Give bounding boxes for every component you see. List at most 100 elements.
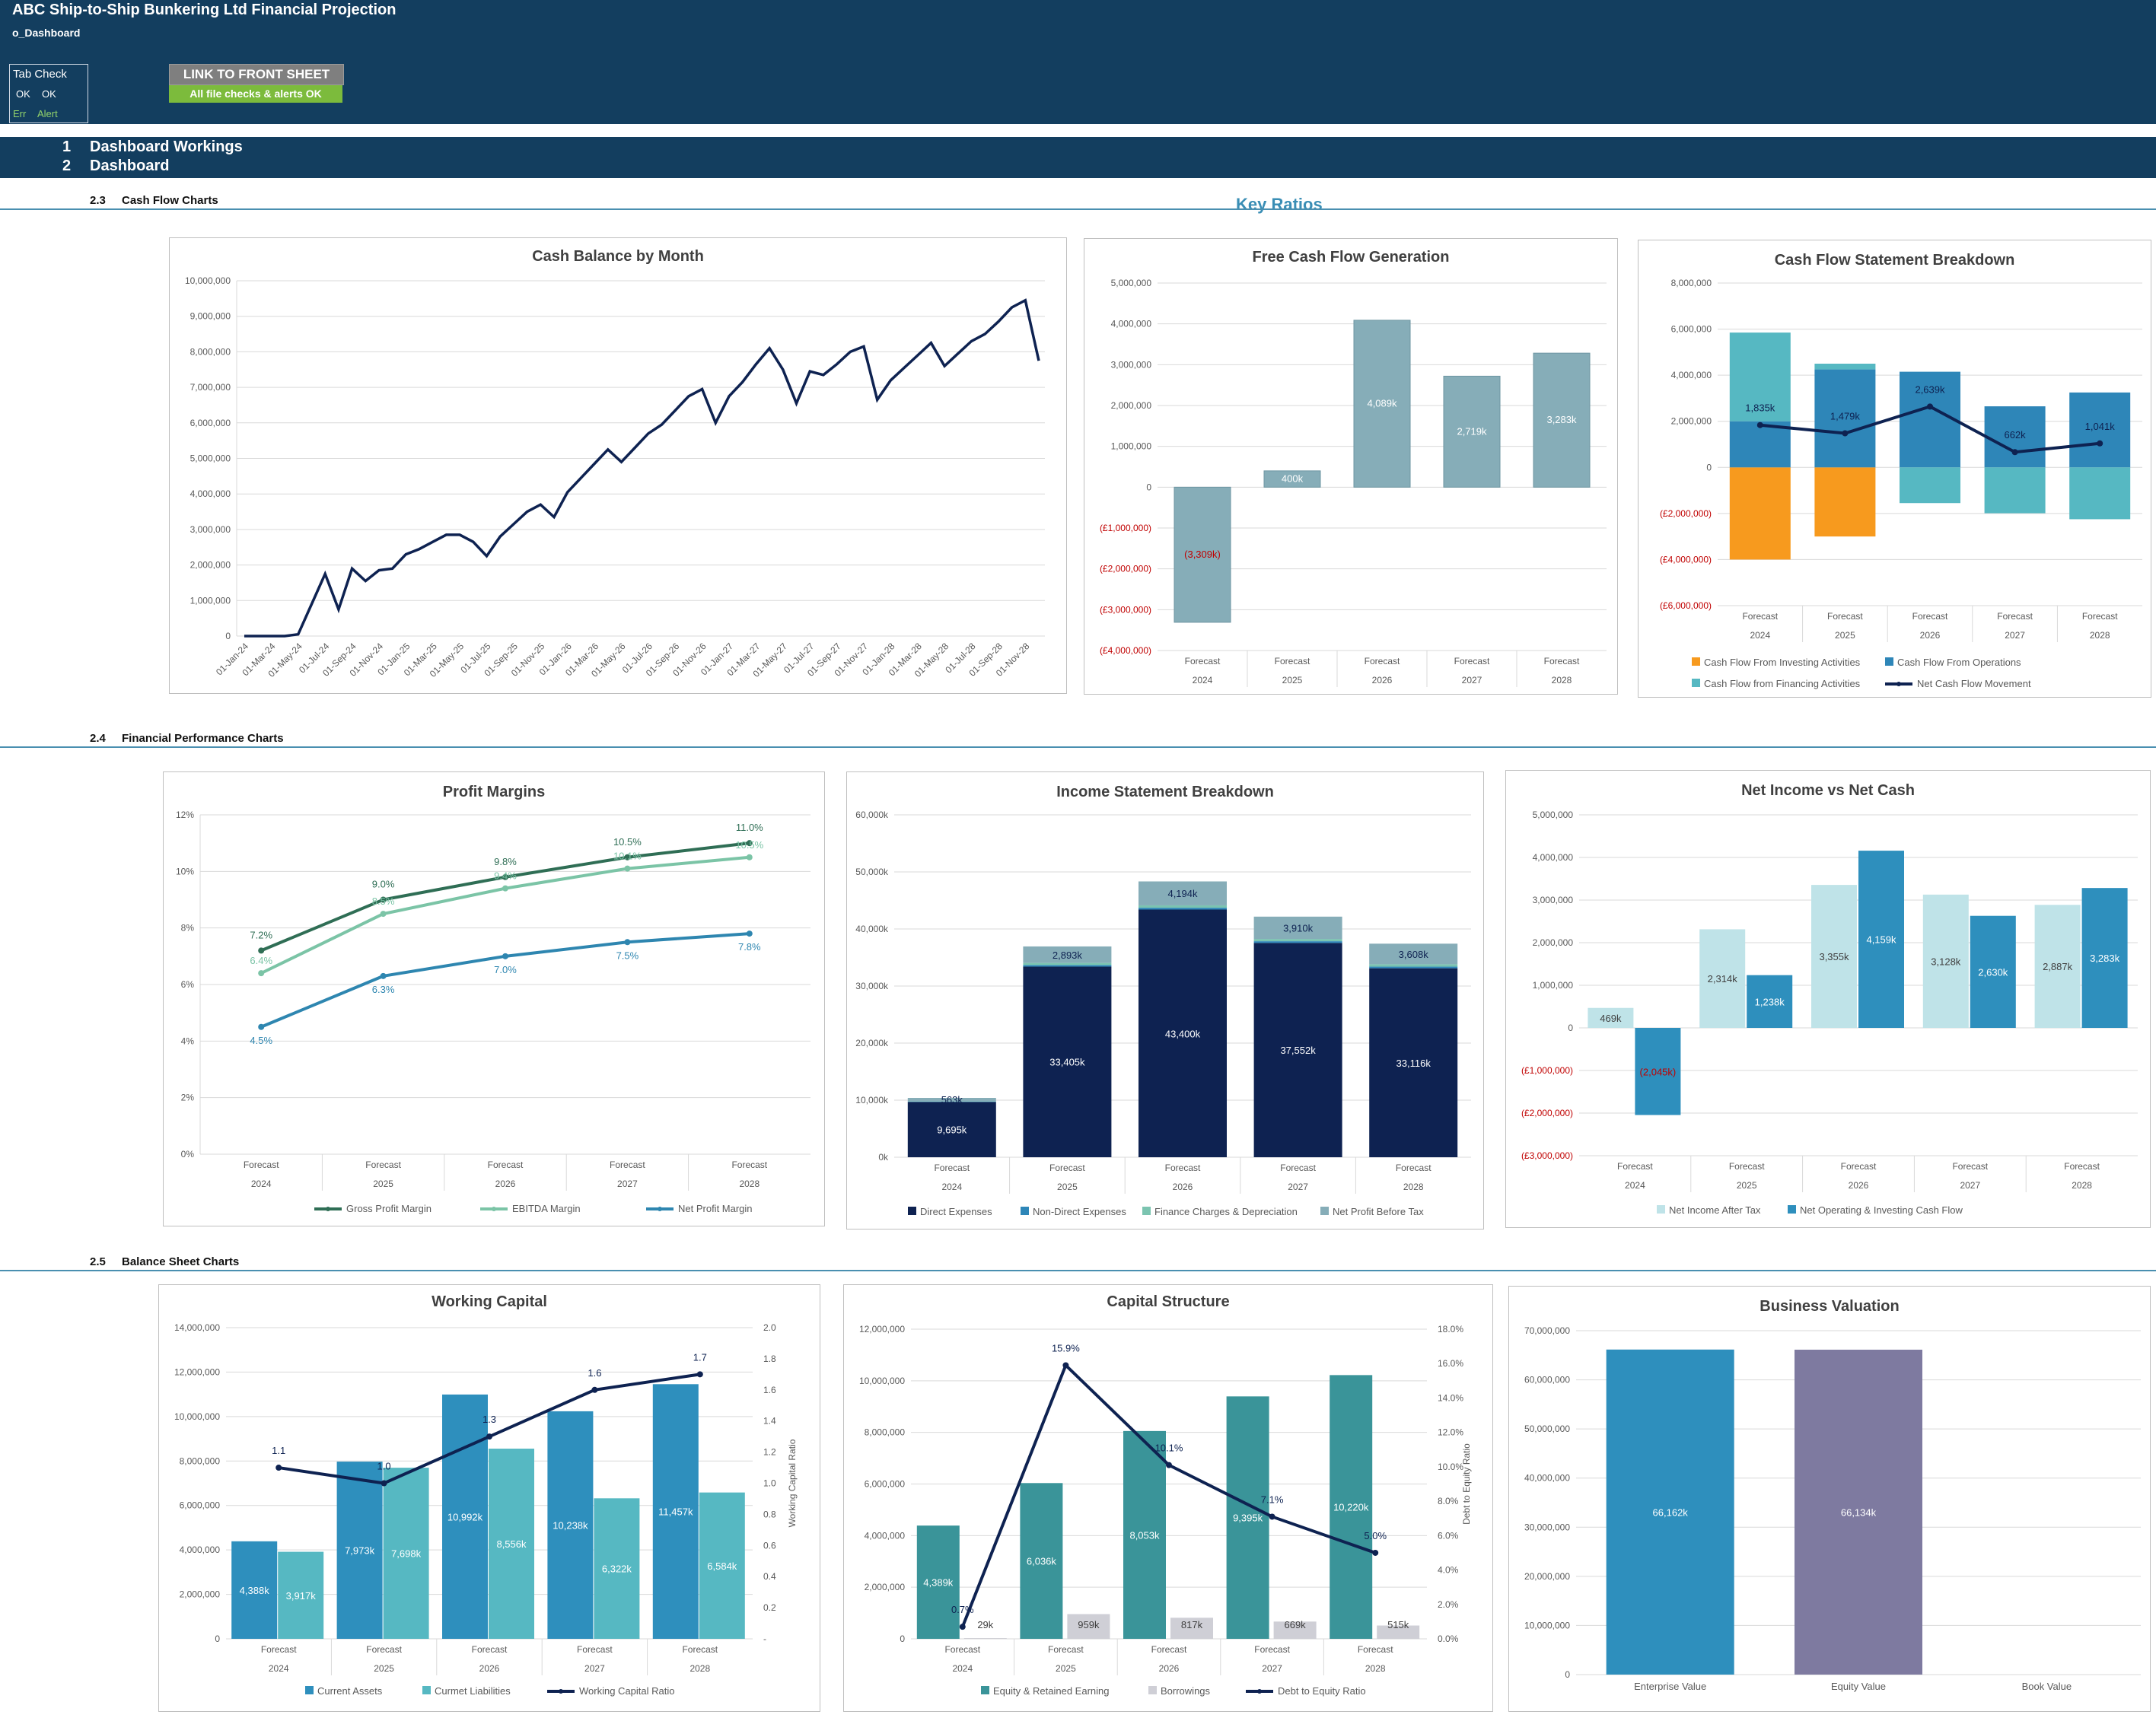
bar xyxy=(1443,375,1501,488)
bar-segment xyxy=(1814,467,1876,537)
line-marker xyxy=(258,970,265,977)
line-marker xyxy=(1842,430,1849,437)
y2-axis-title: Working Capital Ratio xyxy=(787,1439,798,1527)
line-marker xyxy=(624,854,631,860)
data-label: 4,389k xyxy=(923,1577,954,1589)
bar xyxy=(1123,1430,1166,1639)
data-label: 7.0% xyxy=(494,964,517,975)
legend-label: Borrowings xyxy=(1161,1685,1211,1697)
legend-swatch xyxy=(1885,657,1893,666)
y-tick-label: (£4,000,000) xyxy=(1660,554,1712,565)
line-marker xyxy=(746,840,753,847)
line-marker xyxy=(486,1433,492,1440)
bar xyxy=(442,1394,488,1639)
y-tick-label: 0 xyxy=(1565,1669,1570,1680)
category-prefix-label: Forecast xyxy=(1997,611,2033,622)
y-tick-label: 4,000,000 xyxy=(1533,852,1574,863)
y-tick-label: 0% xyxy=(181,1149,195,1160)
y-tick-label: 6,000,000 xyxy=(1671,324,1712,335)
legend-label: EBITDA Margin xyxy=(512,1203,581,1214)
bar-segment xyxy=(1023,966,1112,1157)
tab-check-box: Tab Check OK OK Err Alert xyxy=(9,64,88,123)
line-marker xyxy=(746,854,753,860)
nav-item-label: Dashboard Workings xyxy=(90,138,243,155)
category-label: 2027 xyxy=(1462,675,1482,686)
bar-segment xyxy=(1984,467,2046,514)
category-label: 2027 xyxy=(1288,1182,1308,1192)
legend-swatch xyxy=(1148,1686,1157,1694)
y-tick-label: 0k xyxy=(878,1152,889,1163)
line-marker xyxy=(2097,440,2103,447)
category-label: 2024 xyxy=(1750,630,1770,641)
chart-title: Cash Flow Statement Breakdown xyxy=(1775,252,2015,269)
data-label: 4,388k xyxy=(240,1585,270,1596)
category-prefix-label: Forecast xyxy=(1275,656,1310,666)
y-tick-label: 12,000,000 xyxy=(859,1324,905,1334)
y-tick-label: 1,000,000 xyxy=(190,595,231,606)
y-tick-label: 70,000,000 xyxy=(1524,1325,1570,1336)
legend-label: Gross Profit Margin xyxy=(346,1203,432,1214)
y-tick-label: 5,000,000 xyxy=(1111,278,1152,288)
data-label: 3,128k xyxy=(1931,956,1961,967)
category-label: 2024 xyxy=(1193,675,1213,686)
chart-title: Working Capital xyxy=(432,1293,547,1310)
line-marker xyxy=(591,1386,598,1393)
category-prefix-label: Forecast xyxy=(610,1160,645,1170)
category-prefix-label: Forecast xyxy=(365,1160,401,1170)
link-to-front-sheet-button[interactable]: LINK TO FRONT SHEET xyxy=(169,64,344,85)
y2-tick-label: 2.0% xyxy=(1438,1599,1459,1610)
category-label: 2028 xyxy=(1403,1182,1424,1192)
y-tick-label: 2,000,000 xyxy=(1111,400,1152,411)
line-marker xyxy=(258,1023,265,1030)
bar-segment xyxy=(1139,909,1227,1157)
data-label: 7.1% xyxy=(1261,1494,1284,1505)
line-marker xyxy=(502,873,508,880)
category-label: Equity Value xyxy=(1831,1681,1886,1692)
y-tick-label: (£1,000,000) xyxy=(1100,523,1151,533)
y-tick-label: 9,000,000 xyxy=(190,311,231,322)
y2-tick-label: 1.2 xyxy=(763,1447,776,1458)
category-label: 2028 xyxy=(1552,675,1572,686)
bar xyxy=(2034,905,2081,1028)
bar-segment xyxy=(1729,421,1791,468)
y-tick-label: 2,000,000 xyxy=(1671,416,1712,427)
y-tick-label: (£2,000,000) xyxy=(1100,564,1151,574)
legend-label: Net Income After Tax xyxy=(1669,1204,1761,1216)
data-label: 469k xyxy=(1600,1013,1622,1024)
category-prefix-label: Forecast xyxy=(944,1644,980,1655)
y2-tick-label: 8.0% xyxy=(1438,1496,1459,1506)
data-label: 8,053k xyxy=(1129,1529,1160,1541)
y-tick-label: 4,000,000 xyxy=(865,1530,906,1541)
y-tick-label: 8,000,000 xyxy=(180,1455,221,1466)
y2-tick-label: 1.6 xyxy=(763,1385,776,1395)
y-tick-label: 6,000,000 xyxy=(190,418,231,428)
category-label: 2026 xyxy=(479,1663,500,1674)
bar xyxy=(1353,320,1411,488)
key-ratios-heading: Key Ratios xyxy=(1236,195,1323,214)
bar-segment xyxy=(1729,467,1791,560)
data-label: 6,584k xyxy=(707,1560,737,1572)
category-prefix-label: Forecast xyxy=(1544,656,1580,666)
data-label: 1,835k xyxy=(1745,402,1775,414)
data-label: 1,238k xyxy=(1755,996,1785,1007)
data-label: 2,639k xyxy=(1915,383,1945,395)
bar-segment xyxy=(1023,962,1112,965)
data-label: 10,238k xyxy=(553,1519,588,1531)
category-label: 2028 xyxy=(689,1663,710,1674)
bar-segment xyxy=(2069,467,2131,520)
y-tick-label: 3,000,000 xyxy=(1533,895,1574,905)
chart-capital-structure: Capital Structure 0 2,000,000 4,000,000 6,00… xyxy=(843,1284,1493,1712)
tab-name: o_Dashboard xyxy=(12,27,81,39)
bar xyxy=(1174,486,1231,623)
y-tick-label: 0 xyxy=(1706,462,1712,472)
data-label: 4.5% xyxy=(250,1035,272,1046)
y2-tick-label: 4.0% xyxy=(1438,1565,1459,1576)
tab-check-err: Err xyxy=(13,108,27,119)
category-label: 2026 xyxy=(1920,630,1941,641)
chart-net-income-vs-cash: Net Income vs Net Cash (£3,000,000) (£2,00… xyxy=(1505,770,2151,1228)
data-label: 10.5% xyxy=(735,839,763,851)
legend-swatch xyxy=(1692,657,1700,666)
data-label: 29k xyxy=(977,1619,993,1630)
y-tick-label: 20,000,000 xyxy=(1524,1571,1570,1582)
data-label: 0.7% xyxy=(951,1604,974,1615)
